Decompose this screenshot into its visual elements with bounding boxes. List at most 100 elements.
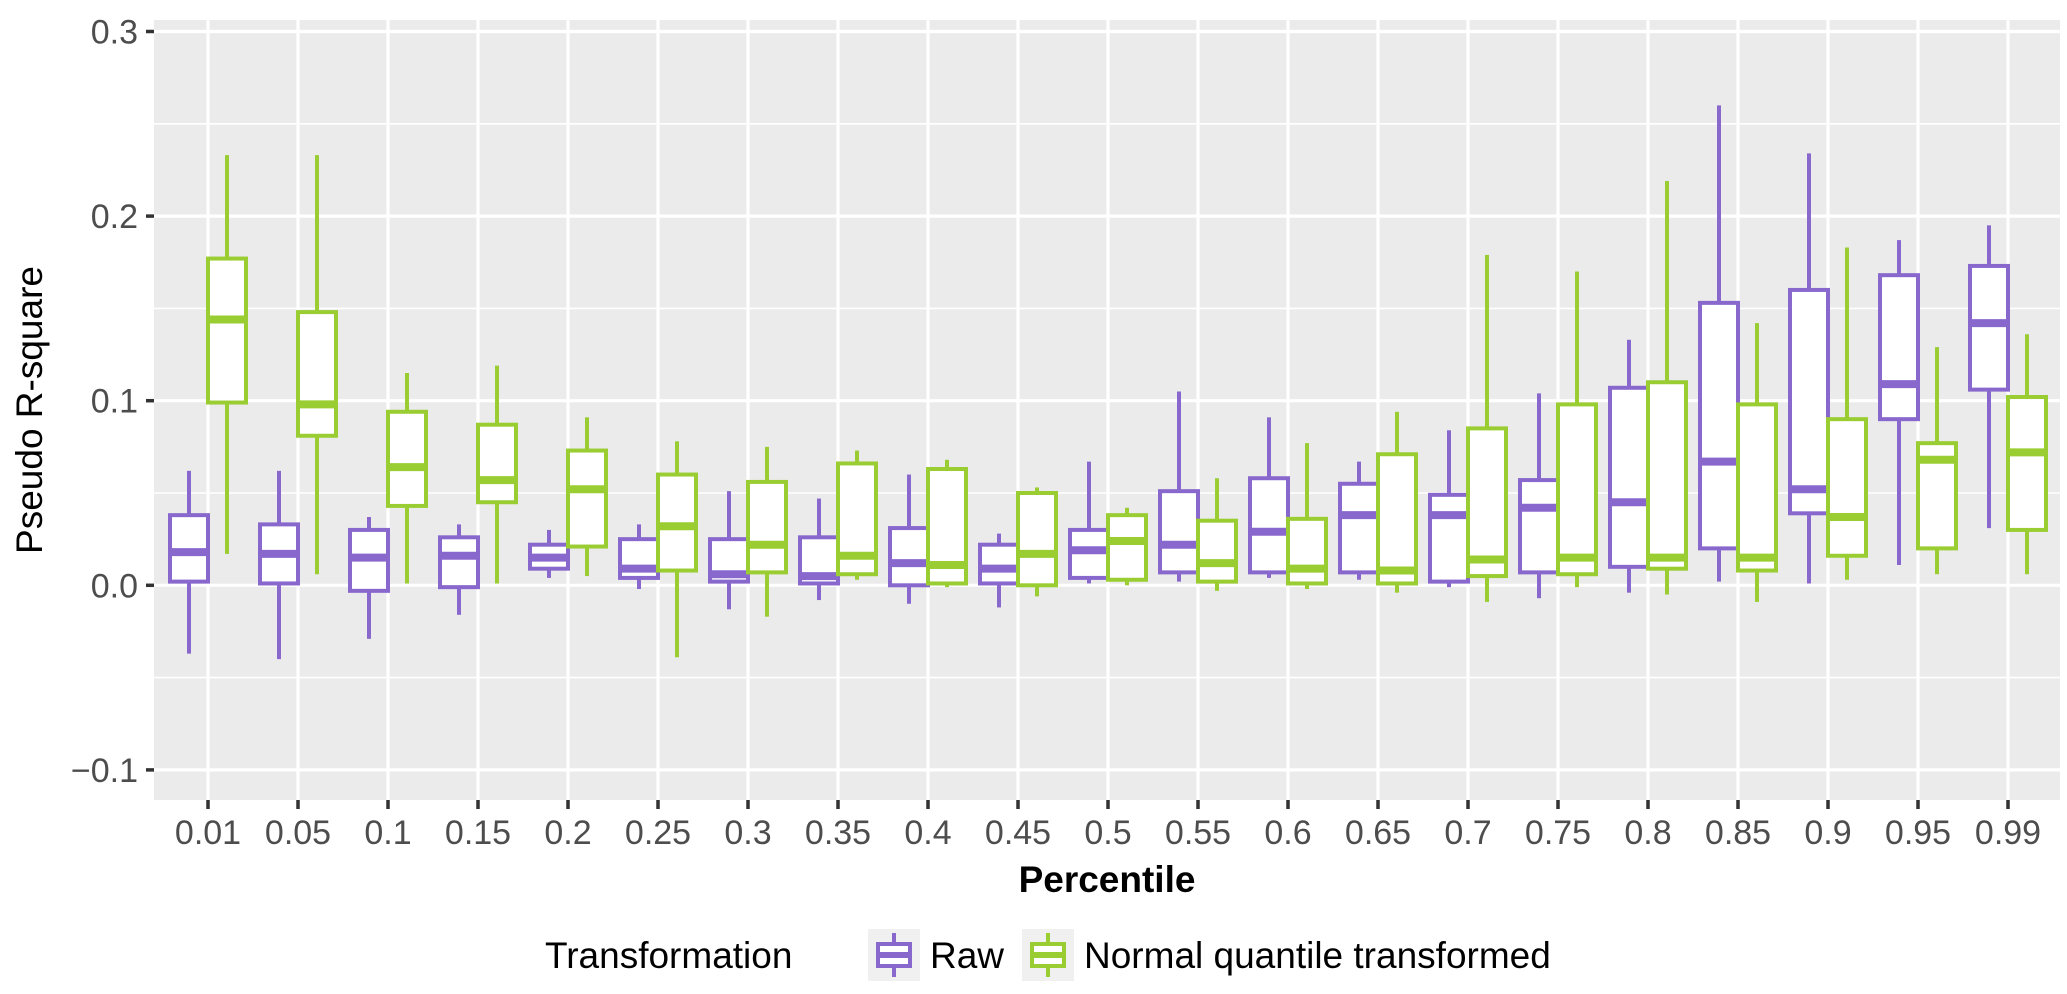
y-tick-label: 0.3: [91, 14, 138, 52]
box-raw: [1158, 391, 1200, 582]
box-nqt: [206, 155, 248, 554]
box-raw: [258, 470, 300, 660]
box-raw: [528, 529, 570, 578]
box-group-0.4: [888, 459, 968, 604]
box-nqt: [1556, 271, 1598, 588]
iqr-box: [1556, 402, 1598, 577]
box-nqt: [1376, 411, 1418, 593]
x-tick-label: 0.85: [1705, 814, 1771, 852]
x-tick-label: 0.1: [364, 814, 411, 852]
iqr-box: [1428, 492, 1470, 584]
legend-key-nqt: [1022, 929, 1074, 981]
box-group-0.25: [618, 441, 698, 658]
box-group-0.7: [1428, 254, 1508, 602]
box-raw: [1698, 105, 1740, 582]
box-group-0.65: [1338, 411, 1418, 593]
iqr-box: [1158, 489, 1200, 575]
iqr-box: [1016, 491, 1058, 588]
box-group-0.6: [1248, 417, 1328, 589]
x-tick-label: 0.15: [445, 814, 511, 852]
x-tick-label: 0.05: [265, 814, 331, 852]
legend-label-raw: Raw: [930, 935, 1004, 976]
box-group-0.99: [1968, 225, 2048, 575]
y-tick-label: 0.2: [91, 198, 138, 236]
iqr-box: [888, 526, 930, 588]
box-group-0.15: [438, 365, 518, 615]
x-tick-label: 0.6: [1264, 814, 1311, 852]
iqr-box: [1788, 287, 1830, 516]
box-nqt: [1736, 323, 1778, 602]
iqr-box: [1196, 518, 1238, 584]
iqr-box: [476, 422, 518, 505]
box-group-0.8: [1608, 181, 1688, 595]
x-tick-label: 0.2: [544, 814, 591, 852]
box-nqt: [2006, 334, 2048, 575]
box-raw: [438, 524, 480, 615]
x-tick-label: 0.7: [1444, 814, 1491, 852]
iqr-box: [978, 542, 1020, 586]
axis-ticks: −0.1 0.0 0.1 0.2 0.3 0.01 0.05 0.1 0.15 0.2 0.25 0.…: [71, 14, 2041, 853]
iqr-box: [1248, 476, 1290, 575]
box-nqt: [926, 459, 968, 588]
box-nqt: [746, 446, 788, 617]
x-tick-label: 0.65: [1345, 814, 1411, 852]
x-tick-label: 0.35: [805, 814, 871, 852]
iqr-box: [1736, 402, 1778, 573]
x-tick-label: 0.95: [1885, 814, 1951, 852]
iqr-box: [1698, 300, 1740, 551]
x-tick-label: 0.4: [904, 814, 951, 852]
box-group-0.85: [1698, 105, 1778, 602]
box-group-0.9: [1788, 153, 1868, 584]
box-group-0.55: [1158, 391, 1238, 591]
box-group-0.95: [1878, 240, 1958, 575]
box-nqt: [836, 450, 878, 580]
x-tick-label: 0.5: [1084, 814, 1131, 852]
x-tick-label: 0.3: [724, 814, 771, 852]
y-tick-label: −0.1: [71, 752, 138, 790]
box-group-0.01: [168, 155, 248, 654]
iqr-box: [1646, 380, 1688, 571]
box-nqt: [1286, 443, 1328, 589]
box-raw: [1968, 225, 2010, 529]
iqr-box: [746, 479, 788, 575]
y-tick-label: 0.0: [91, 567, 138, 605]
box-nqt: [1826, 247, 1868, 580]
legend-key-raw: [868, 929, 920, 981]
box-nqt: [296, 155, 338, 575]
box-group-0.75: [1518, 271, 1598, 599]
iqr-box: [1878, 273, 1920, 422]
legend: Transformation Raw Normal quantile trans…: [545, 929, 1551, 981]
x-tick-label: 0.75: [1525, 814, 1591, 852]
box-raw: [1878, 240, 1920, 565]
iqr-box: [566, 448, 608, 549]
legend-title: Transformation: [545, 935, 792, 976]
box-raw: [348, 516, 390, 639]
x-tick-label: 0.55: [1165, 814, 1231, 852]
box-nqt: [566, 417, 608, 577]
box-raw: [168, 470, 210, 654]
iqr-box: [1608, 385, 1650, 569]
box-group-0.5: [1068, 461, 1148, 586]
box-group-0.05: [258, 155, 338, 660]
y-axis-title: Pseudo R-square: [9, 266, 50, 554]
y-tick-label: 0.1: [91, 383, 138, 421]
box-group-0.35: [798, 450, 878, 601]
x-tick-label: 0.01: [175, 814, 241, 852]
box-raw: [1248, 417, 1290, 578]
iqr-box: [206, 256, 248, 405]
box-nqt: [1916, 347, 1958, 575]
box-nqt: [386, 373, 428, 584]
box-nqt: [656, 441, 698, 658]
iqr-box: [2006, 395, 2048, 532]
box-nqt: [1106, 507, 1148, 586]
iqr-box: [1826, 417, 1868, 558]
box-group-0.3: [708, 446, 788, 617]
iqr-box: [1466, 426, 1508, 579]
box-group-0.1: [348, 373, 428, 639]
x-tick-label: 0.45: [985, 814, 1051, 852]
iqr-box: [1106, 513, 1148, 582]
box-group-0.2: [528, 417, 608, 578]
x-tick-label: 0.25: [625, 814, 691, 852]
